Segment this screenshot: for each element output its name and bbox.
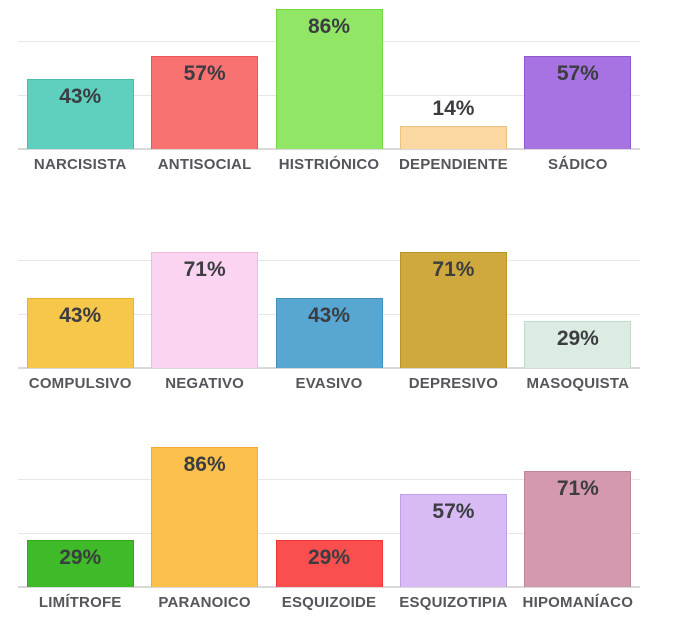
category-label: COMPULSIVO — [28, 375, 132, 392]
category-label: DEPENDIENTE — [398, 156, 508, 173]
bar-slot: 86% — [142, 425, 266, 587]
plot-area-2: 43% 71% 43% 71% 29% — [18, 206, 640, 369]
category-label: ESQUIZOTIPIA — [399, 594, 508, 611]
gridline — [18, 533, 640, 534]
chart-row-2: 43% 71% 43% 71% 29% COMPULSIVO NEGATIVO EVASIV… — [18, 206, 640, 399]
category-label: MASOQUISTA — [526, 375, 630, 392]
bar-value-label: 29% — [308, 546, 351, 569]
bar-value-label: 57% — [432, 500, 475, 523]
chart-row-1: 43% 57% 86% 14% 57% NARCISISTA ANTISOCIAL HIST… — [18, 0, 640, 180]
category-labels: NARCISISTA ANTISOCIAL HISTRIÓNICO DEPENDIEN… — [18, 150, 640, 180]
bars: 43% 57% 86% 14% 57% — [18, 0, 640, 149]
bar-value-label: 43% — [59, 85, 102, 108]
bar-slot: 43% — [18, 206, 142, 368]
bar-value-label: 71% — [432, 258, 475, 281]
bar-hipomaniaco — [524, 471, 632, 587]
bar-compulsivo — [26, 298, 134, 368]
category-label: SÁDICO — [548, 156, 608, 173]
category-label: ESQUIZOIDE — [281, 594, 377, 611]
category-label: NEGATIVO — [165, 375, 245, 392]
bar-value-label: 43% — [308, 304, 351, 327]
bar-depresivo — [399, 252, 507, 368]
category-label: HIPOMANÍACO — [522, 594, 634, 611]
x-axis-baseline — [18, 586, 640, 588]
bar-esquizoide — [275, 540, 383, 587]
bar-value-label: 29% — [556, 327, 599, 350]
category-label: NARCISISTA — [33, 156, 127, 173]
bar-value-label: 71% — [556, 477, 599, 500]
bar-slot: 43% — [18, 0, 142, 149]
bar-slot: 71% — [391, 206, 515, 368]
x-axis-baseline — [18, 367, 640, 369]
gridline — [18, 260, 640, 261]
category-labels: LIMÍTROFE PARANOICO ESQUIZOIDE ESQUIZOTIPIA… — [18, 588, 640, 618]
bar-negativo — [151, 252, 259, 368]
bar-value-label: 57% — [556, 62, 599, 85]
bar-histrionico — [275, 9, 383, 149]
bar-value-label: 43% — [59, 304, 102, 327]
bar-value-label: 86% — [308, 15, 351, 38]
bar-narcisista — [26, 79, 134, 149]
category-label: LIMÍTROFE — [38, 594, 122, 611]
bar-evasivo — [275, 298, 383, 368]
bar-slot: 43% — [267, 206, 391, 368]
category-label: DEPRESIVO — [408, 375, 499, 392]
bar-antisocial — [151, 56, 259, 149]
bar-slot: 57% — [516, 0, 640, 149]
bar-slot: 71% — [516, 425, 640, 587]
category-labels: COMPULSIVO NEGATIVO EVASIVO DEPRESIVO MASOQU… — [18, 369, 640, 399]
category-label: ANTISOCIAL — [157, 156, 252, 173]
category-label: EVASIVO — [295, 375, 363, 392]
bar-value-label: 29% — [59, 546, 102, 569]
plot-area-3: 29% 86% 29% 57% 71% — [18, 425, 640, 588]
plot-area-1: 43% 57% 86% 14% 57% — [18, 0, 640, 150]
bar-slot: 57% — [391, 425, 515, 587]
chart-row-3: 29% 86% 29% 57% 71% LIMÍTROFE PARANOICO ESQUIZ… — [18, 425, 640, 618]
bars: 43% 71% 43% 71% 29% — [18, 206, 640, 368]
bar-slot: 86% — [267, 0, 391, 149]
bars: 29% 86% 29% 57% 71% — [18, 425, 640, 587]
bar-slot: 14% — [391, 0, 515, 149]
category-label: PARANOICO — [158, 594, 251, 611]
gridline — [18, 479, 640, 480]
bar-esquizotipia — [399, 494, 507, 587]
bar-value-label: 14% — [432, 97, 475, 120]
bar-limitrofe — [26, 540, 134, 587]
category-label: HISTRIÓNICO — [278, 156, 380, 173]
bar-value-label: 57% — [183, 62, 226, 85]
bar-slot: 29% — [516, 206, 640, 368]
bar-masoquista — [524, 321, 632, 368]
bar-paranoico — [151, 447, 259, 587]
bar-slot: 57% — [142, 0, 266, 149]
bar-slot: 71% — [142, 206, 266, 368]
bar-value-label: 71% — [183, 258, 226, 281]
x-axis-baseline — [18, 148, 640, 150]
bar-value-label: 86% — [183, 453, 226, 476]
bar-dependiente — [399, 126, 507, 149]
bar-sadico — [524, 56, 632, 149]
bar-slot: 29% — [267, 425, 391, 587]
bar-slot: 29% — [18, 425, 142, 587]
